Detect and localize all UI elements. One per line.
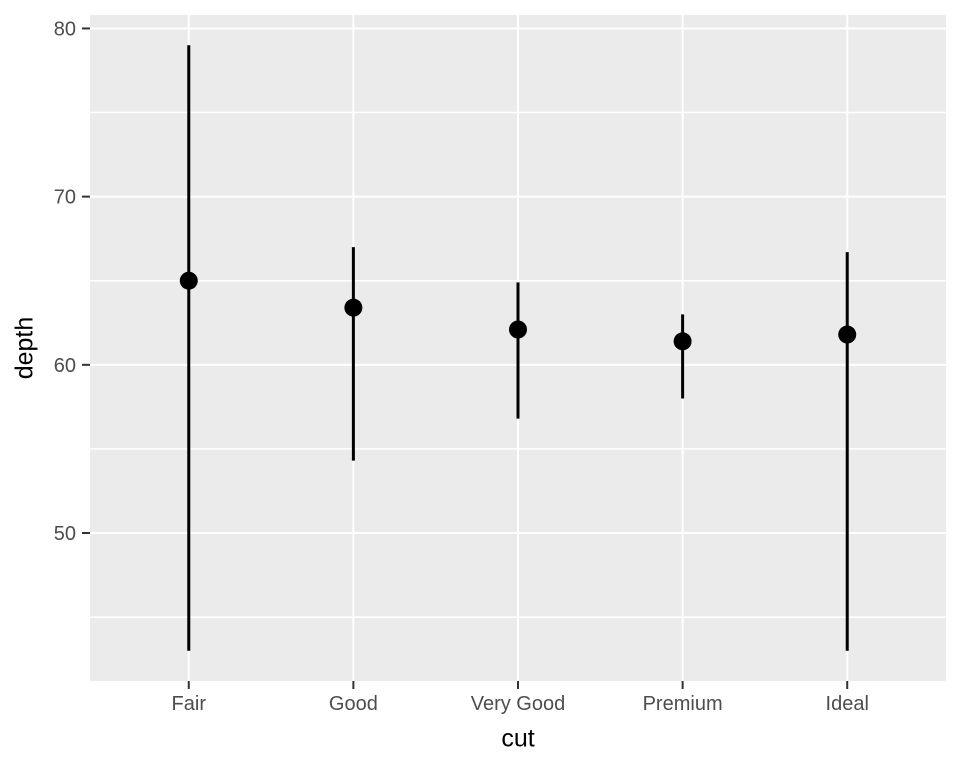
y-tick-label: 50: [54, 523, 76, 545]
y-tick-label: 60: [54, 355, 76, 377]
pointrange-median-dot: [673, 332, 692, 351]
x-axis-title: cut: [501, 724, 535, 753]
x-tick-label: Good: [329, 693, 378, 715]
pointrange-median-dot: [344, 298, 363, 317]
x-tick-label: Ideal: [826, 693, 869, 715]
y-tick-label: 70: [54, 187, 76, 209]
pointrange-median-dot: [179, 271, 198, 290]
pointrange-median-dot: [509, 320, 527, 339]
x-tick-label: Fair: [172, 693, 207, 715]
y-tick-label: 80: [54, 18, 76, 40]
x-tick-label: Very Good: [471, 693, 566, 715]
x-tick-label: Premium: [643, 693, 723, 715]
pointrange-median-dot: [838, 325, 857, 344]
y-axis-title: depth: [10, 316, 39, 380]
